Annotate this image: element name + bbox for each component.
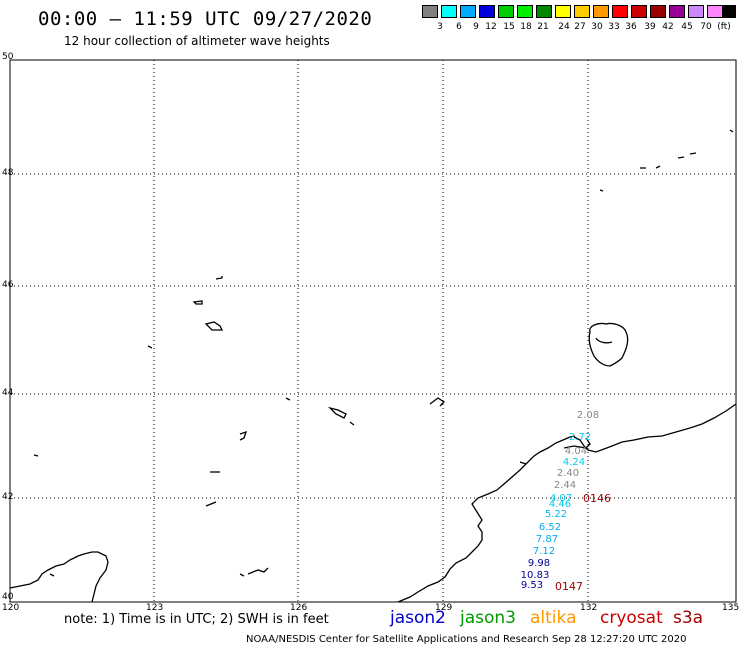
legend-label-7: 21 [537,22,549,32]
satellite-cryosat: cryosat [600,608,663,628]
satellite-jason2: jason2 [390,608,446,628]
lat-label-40: 40 [2,592,14,602]
wave-height-label: 5.22 [544,509,568,520]
legend-swatch-10 [593,5,609,18]
legend-unit: (ft) [717,22,731,32]
lon-label-123: 123 [146,603,164,613]
pass-id-label: 0146 [583,492,611,505]
wave-height-label: 9.98 [527,558,551,569]
wave-height-label: 6.52 [538,522,562,533]
legend-swatch-12 [631,5,647,18]
lon-label-126: 126 [290,603,308,613]
footer-note: note: 1) Time is in UTC; 2) SWH is in fe… [64,612,329,627]
wave-height-label: 4.07 [549,493,573,504]
legend-label-6: 18 [520,22,532,32]
satellite-s3a: s3a [673,608,704,628]
map-subtitle: 12 hour collection of altimeter wave hei… [64,34,330,48]
legend-label-10: 30 [591,22,603,32]
legend-label-9: 27 [574,22,586,32]
wave-height-label: 2.72 [568,432,592,443]
legend-label-11: 33 [608,22,620,32]
footer-credit: NOAA/NESDIS Center for Satellite Applica… [246,634,687,645]
legend-swatch-6 [517,5,533,18]
wave-height-label: 2.08 [576,410,600,421]
legend-swatch-13 [650,5,666,18]
legend-swatch-2 [441,5,457,18]
pass-id-label: 0147 [555,580,583,593]
lon-label-135: 135 [722,603,740,613]
lon-label-120: 120 [2,603,20,613]
legend-label-8: 24 [558,22,570,32]
legend-swatch-15 [688,5,704,18]
lon-label-132: 132 [580,603,598,613]
satellite-jason3: jason3 [460,608,516,628]
coastline [9,129,737,603]
legend-swatch-4 [479,5,495,18]
legend-label-13: 39 [644,22,656,32]
legend-label-5: 15 [503,22,515,32]
lat-label-50: 50 [2,52,14,62]
legend-swatch-14 [669,5,685,18]
map-title: 00:00 – 11:59 UTC 09/27/2020 [38,8,373,30]
legend-label-12: 36 [625,22,637,32]
lat-label-46: 46 [2,280,14,290]
lat-label-44: 44 [2,388,14,398]
wave-height-label: 4.04 [564,446,588,457]
wave-height-label: 4.24 [562,457,586,468]
legend-label-15: 45 [681,22,693,32]
legend-swatch-7 [536,5,552,18]
legend-swatch-11 [612,5,628,18]
lat-label-42: 42 [2,492,14,502]
legend-label-4: 12 [485,22,497,32]
lat-label-48: 48 [2,168,14,178]
wave-height-label: 4.46 [548,499,572,510]
wave-height-label: 7.12 [532,546,556,557]
legend-swatch-17 [722,5,736,18]
map-frame [9,59,737,603]
satellite-altika: altika [530,608,577,628]
legend-label-14: 42 [662,22,674,32]
legend-label-16: 70 [700,22,712,32]
legend-swatch-5 [498,5,514,18]
wave-height-label: 2.44 [553,480,577,491]
lat-lon-grid [10,60,736,602]
wave-height-label: 2.40 [556,468,580,479]
legend-swatch-3 [460,5,476,18]
wave-height-label: 10.83 [520,570,550,581]
legend-label-1: 3 [437,22,443,32]
legend-label-2: 6 [456,22,462,32]
legend-swatch-9 [574,5,590,18]
legend-label-3: 9 [473,22,479,32]
legend-swatch-8 [555,5,571,18]
lon-label-129: 129 [435,603,453,613]
legend-swatch-1 [422,5,438,18]
wave-height-label: 9.53 [520,580,544,591]
wave-height-label: 7.87 [535,534,559,545]
